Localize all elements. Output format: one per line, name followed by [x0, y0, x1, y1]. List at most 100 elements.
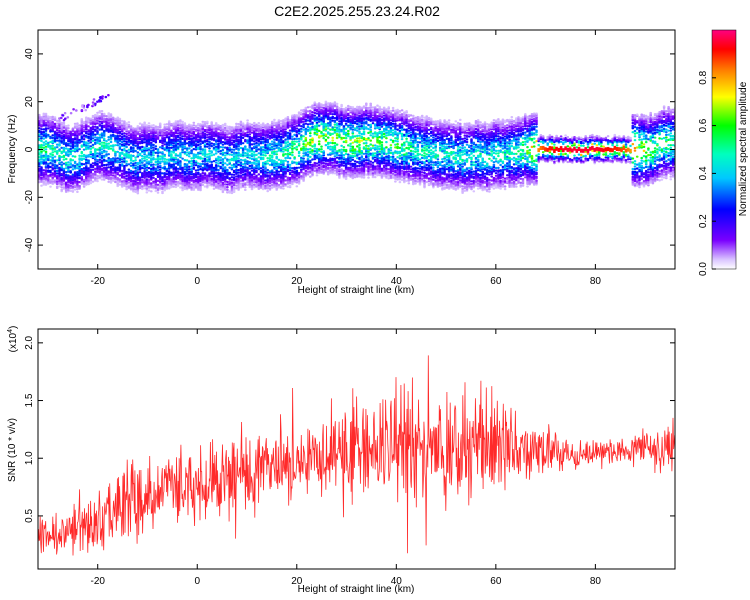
spectrogram-cell — [203, 132, 207, 135]
spectrogram-cell — [219, 146, 222, 149]
spectrogram-cell — [51, 151, 54, 154]
spectrogram-cell — [275, 150, 278, 153]
spectrogram-cell — [188, 123, 191, 126]
spectrogram-cell — [358, 156, 361, 160]
spectrogram-cell — [255, 153, 258, 156]
spectrogram-cell — [273, 159, 276, 162]
spectrogram-cell — [170, 178, 173, 181]
spectrogram-cell — [85, 158, 88, 161]
spectrogram-cell — [226, 136, 229, 139]
spectrogram-cell — [192, 136, 196, 139]
spectrogram-cell — [311, 113, 314, 116]
spectrogram-cell — [73, 137, 77, 140]
spectrogram-cell — [91, 130, 95, 133]
spectrogram-cell — [150, 141, 153, 144]
spectrogram-cell — [73, 164, 77, 167]
spectrogram-cell — [127, 123, 131, 126]
spectrogram-cell — [141, 134, 144, 137]
spectrogram-cell — [111, 116, 115, 119]
spectrogram-cell — [53, 163, 57, 166]
spectrogram-cell — [311, 158, 314, 161]
spectrogram-cell — [118, 134, 122, 137]
spectrogram-cell — [228, 181, 231, 184]
spectrogram-cell — [125, 132, 128, 135]
spectrogram-cell — [277, 162, 281, 165]
spectrogram-cell — [203, 163, 207, 166]
spectrogram-cell — [158, 168, 162, 171]
spectrogram-cell — [38, 181, 41, 184]
spectrogram-cell — [78, 138, 81, 142]
spectrogram-cell — [51, 156, 54, 159]
spectrogram-cell — [91, 162, 95, 165]
spectrogram-cell — [333, 155, 337, 158]
spectrogram-cell — [136, 154, 140, 157]
spectrogram-cell — [194, 153, 198, 156]
spectrogram-cell — [141, 164, 144, 167]
spectrogram-cell — [331, 139, 334, 142]
spectrogram-cell — [80, 140, 84, 143]
spectrogram-cell — [250, 136, 254, 139]
spectrogram-cell — [306, 114, 310, 117]
spectrogram-cell — [277, 173, 281, 176]
spectrogram-cell — [232, 155, 236, 158]
spectrogram-cell — [257, 156, 261, 159]
spectrogram-cell — [136, 161, 140, 165]
spectrogram-cell — [306, 119, 310, 122]
spectrogram-cell — [136, 181, 140, 184]
spectrogram-cell — [250, 164, 254, 167]
spectrogram-cell — [264, 154, 267, 157]
spectrogram-cell — [87, 117, 90, 120]
spectrogram-cell — [163, 178, 166, 181]
spectrogram-cell — [264, 137, 267, 140]
spectrogram-cell — [358, 130, 361, 133]
spectrogram-cell — [167, 120, 171, 123]
spectrogram-cell — [188, 147, 191, 150]
spectrogram-cell — [179, 152, 182, 155]
spectrogram-cell — [237, 151, 240, 155]
spectrogram-cell — [114, 127, 117, 130]
spectrogram-cell — [351, 128, 355, 131]
spectrogram-cell — [239, 161, 243, 164]
spectrogram-cell — [226, 129, 229, 132]
spectrogram-cell — [118, 163, 122, 166]
spectrogram-cell — [152, 166, 155, 169]
spectrogram-cell — [286, 160, 290, 163]
spectrogram-cell — [114, 174, 117, 177]
spectrogram-cell — [165, 158, 169, 161]
spectrogram-cell — [49, 173, 52, 176]
spectrogram-cell — [73, 130, 77, 133]
spectrogram-cell — [286, 116, 290, 119]
spectrogram-cell — [349, 166, 352, 169]
spectrogram-cell — [340, 160, 343, 163]
spectrogram-cell — [304, 106, 308, 109]
spectrogram-cell — [228, 125, 231, 128]
spectrogram-cell — [297, 140, 301, 143]
spectrogram-cell — [313, 147, 317, 150]
spectrogram-cell — [324, 162, 328, 165]
spectrogram-cell — [55, 159, 59, 162]
spectrogram-cell — [237, 136, 240, 139]
spectrogram-cell — [261, 153, 265, 157]
spectrogram-cell — [158, 171, 162, 174]
spectrogram-cell — [129, 175, 133, 178]
spectrogram-cell — [67, 163, 70, 167]
spectrogram-cell — [295, 169, 299, 172]
spectrogram-cell — [255, 163, 258, 166]
spectrogram-cell — [91, 146, 95, 149]
spectrogram-cell — [284, 117, 287, 120]
spectrogram-cell — [116, 171, 119, 174]
spectrogram-cell — [42, 131, 46, 134]
spectrogram-cell — [250, 126, 254, 129]
spectrogram-cell — [53, 130, 57, 133]
spectrogram-cell — [203, 121, 207, 124]
spectrogram-cell — [329, 116, 332, 119]
spectrogram-cell — [197, 155, 200, 158]
spectrogram-cell — [58, 148, 61, 151]
spectrogram-cell — [51, 147, 54, 150]
spectrogram-cell — [107, 170, 110, 173]
spectrogram-cell — [244, 138, 247, 142]
spectrogram-cell — [64, 151, 68, 154]
spectrogram-cell — [232, 151, 236, 154]
spectrogram-cell — [322, 162, 325, 165]
